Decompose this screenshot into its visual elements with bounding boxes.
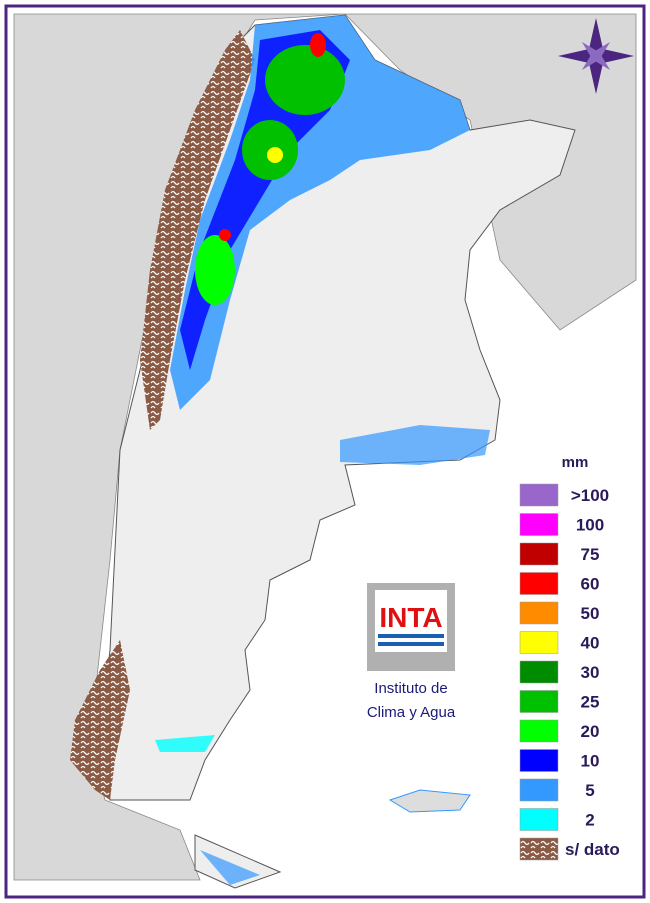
frame — [4, 4, 646, 899]
legend-label: >100 — [571, 486, 609, 505]
rain-10mm — [180, 30, 350, 370]
logo-panel — [375, 590, 447, 652]
legend-swatch — [519, 572, 559, 595]
legend-label: 40 — [581, 634, 600, 653]
no-data-area — [140, 30, 255, 430]
logo-text: INTA — [379, 602, 442, 633]
legend-swatch — [519, 808, 559, 831]
no-data-area — [70, 640, 130, 800]
legend-label: 10 — [581, 752, 600, 771]
logo-stripe — [378, 634, 444, 638]
logo-caption: Clima y Agua — [367, 704, 456, 721]
legend-label: 60 — [581, 575, 600, 594]
legend-swatch — [519, 719, 559, 743]
compass — [558, 18, 634, 94]
rain-60mm — [219, 229, 231, 241]
rain-25mm — [265, 45, 345, 115]
legend-swatch — [519, 542, 559, 566]
logo-stripe — [378, 642, 444, 646]
legend-swatch — [519, 601, 559, 625]
legend-label: 75 — [581, 545, 600, 564]
legend-label: 20 — [581, 722, 600, 741]
legend-swatch — [519, 631, 559, 654]
legend-label: s/ dato — [565, 840, 620, 859]
rain-5mm — [170, 15, 470, 410]
legend-label: 50 — [581, 604, 600, 623]
rain-20mm — [195, 235, 235, 305]
legend-label: 100 — [576, 516, 604, 535]
rain-60mm — [310, 33, 326, 57]
legend-label: 30 — [581, 663, 600, 682]
rain-5mm — [340, 425, 490, 465]
legend-label: 5 — [585, 781, 594, 800]
islands — [388, 789, 471, 813]
logo-caption: Instituto de — [374, 680, 447, 697]
legend-unit: mm — [562, 454, 589, 471]
legend: >100 100 75 60 50 40 30 25 20 10 5 2 s/ dato — [519, 483, 620, 861]
legend-swatch — [519, 660, 559, 684]
legend-swatch — [519, 513, 559, 536]
legend-label: 25 — [581, 693, 600, 712]
rain-5mm — [200, 850, 260, 885]
legend-swatch — [519, 690, 559, 713]
rain-2mm — [155, 735, 215, 752]
legend-swatch — [519, 837, 559, 861]
legend-swatch — [519, 778, 559, 802]
legend-swatch — [519, 483, 559, 507]
legend-swatch — [519, 749, 559, 772]
rain-40mm — [267, 147, 283, 163]
legend-label: 2 — [585, 811, 594, 830]
